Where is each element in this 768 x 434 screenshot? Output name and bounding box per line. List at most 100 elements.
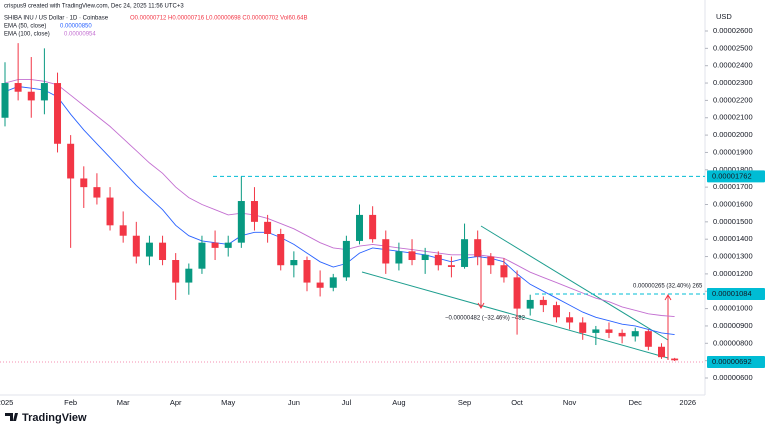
candle-body <box>461 239 469 267</box>
candle-body <box>198 242 206 269</box>
ema50-name: EMA (50, close) <box>4 24 46 30</box>
candle-body <box>592 329 600 333</box>
ema-line <box>4 86 675 336</box>
candle-body <box>14 83 22 92</box>
x-tick-label: Mar <box>117 398 130 407</box>
ema50-value: 0.00000850 <box>60 24 92 30</box>
candle-body <box>408 251 416 261</box>
candle-body <box>237 201 245 243</box>
y-tick-label: 0.00001000 <box>713 304 753 313</box>
candle-body <box>250 201 258 222</box>
x-tick-label: Oct <box>511 398 524 407</box>
candle-body <box>185 268 193 283</box>
candle-body <box>644 331 652 347</box>
wedge-lower <box>361 271 669 359</box>
y-tick-label: 0.00002100 <box>713 113 753 122</box>
x-tick-label: Dec <box>629 398 643 407</box>
candle-body <box>172 260 180 283</box>
x-tick-label: Jun <box>288 398 300 407</box>
y-tick-label: 0.00001300 <box>713 252 753 261</box>
candle-body <box>487 256 495 266</box>
y-tick-label: 0.00001700 <box>713 182 753 191</box>
y-tick-label: 0.00001200 <box>713 269 753 278</box>
candle-body <box>329 277 337 288</box>
x-tick-label: Jul <box>342 398 352 407</box>
logo-icon <box>5 413 18 421</box>
level-label: 0.00001084 <box>712 289 752 298</box>
y-tick-label: 0.00001900 <box>713 147 753 156</box>
level-box <box>707 288 765 301</box>
level-label: 0.00000692 <box>712 357 752 366</box>
candle-body <box>447 265 455 267</box>
x-tick-label: 2026 <box>679 398 696 407</box>
candle-body <box>618 332 626 337</box>
candle-body <box>67 143 75 179</box>
candle-body <box>303 260 311 283</box>
candle-body <box>369 214 377 240</box>
candle-body <box>552 305 560 318</box>
candle-body <box>93 187 101 198</box>
candle-body <box>671 358 679 361</box>
y-tick-label: 0.00002500 <box>713 43 753 52</box>
candle-body <box>106 197 114 226</box>
y-tick-label: 0.00000600 <box>713 373 753 382</box>
candle-body <box>27 91 35 101</box>
y-tick-label: 0.00002000 <box>713 130 753 139</box>
candle-body <box>1 83 9 118</box>
candle-body <box>566 317 574 323</box>
wedge-upper <box>480 225 669 341</box>
y-tick-label: 0.00001600 <box>713 199 753 208</box>
candle-body <box>119 225 127 236</box>
level-label: 0.00001762 <box>712 171 752 180</box>
candle-body <box>224 242 232 248</box>
y-tick-label: 0.00002300 <box>713 78 753 87</box>
ema-line <box>4 79 675 318</box>
candle-body <box>631 331 639 337</box>
candle-body <box>80 178 88 188</box>
candle-body <box>356 214 364 241</box>
candle-body <box>316 282 324 288</box>
candle-body <box>290 260 298 266</box>
candle-body <box>159 242 167 261</box>
x-tick-label: May <box>221 398 235 407</box>
level-box <box>707 356 765 369</box>
arrowhead <box>664 294 672 301</box>
arrowhead <box>477 302 485 309</box>
candle-body <box>395 251 403 264</box>
candle-body <box>277 233 285 266</box>
level-box <box>707 170 765 183</box>
candle-body <box>382 239 390 264</box>
x-tick-label: Aug <box>392 398 405 407</box>
symbol: SHIBA INU / US Dollar · 1D · Coinbase <box>4 16 109 22</box>
candle-body <box>526 299 534 309</box>
x-tick-label: Apr <box>170 398 182 407</box>
currency: USD <box>716 12 732 21</box>
credit: crispus9 created with TradingView.com, D… <box>4 4 184 10</box>
annotation: −0.00000482 (−32.46%) −482 <box>445 316 526 322</box>
ohlc: O0.00000712 H0.00000716 L0.00000698 C0.0… <box>130 16 308 22</box>
candle-body <box>132 235 140 257</box>
candle-body <box>434 254 442 266</box>
candle-body <box>145 242 153 257</box>
y-tick-label: 0.00000900 <box>713 321 753 330</box>
candle-body <box>605 329 613 333</box>
y-tick-label: 0.00001500 <box>713 217 753 226</box>
candle-body <box>474 239 482 257</box>
ema100-name: EMA (100, close) <box>4 32 50 38</box>
candle-body <box>579 322 587 333</box>
candle-body <box>264 221 272 234</box>
y-tick-label: 0.00002200 <box>713 95 753 104</box>
x-tick-label: 2025 <box>0 398 13 407</box>
x-tick-label: Feb <box>64 398 77 407</box>
candle-body <box>500 265 508 278</box>
x-tick-label: Sep <box>458 398 471 407</box>
candle-body <box>40 83 48 101</box>
y-tick-label: 0.00000800 <box>713 338 753 347</box>
annotation: 0.00000265 (32.40%) 265 <box>633 284 703 290</box>
ema100-value: 0.00000954 <box>64 32 96 38</box>
candle-body <box>211 242 219 248</box>
candle-body <box>539 299 547 306</box>
y-tick-label: 0.00002600 <box>713 26 753 35</box>
candle-body <box>54 83 62 144</box>
